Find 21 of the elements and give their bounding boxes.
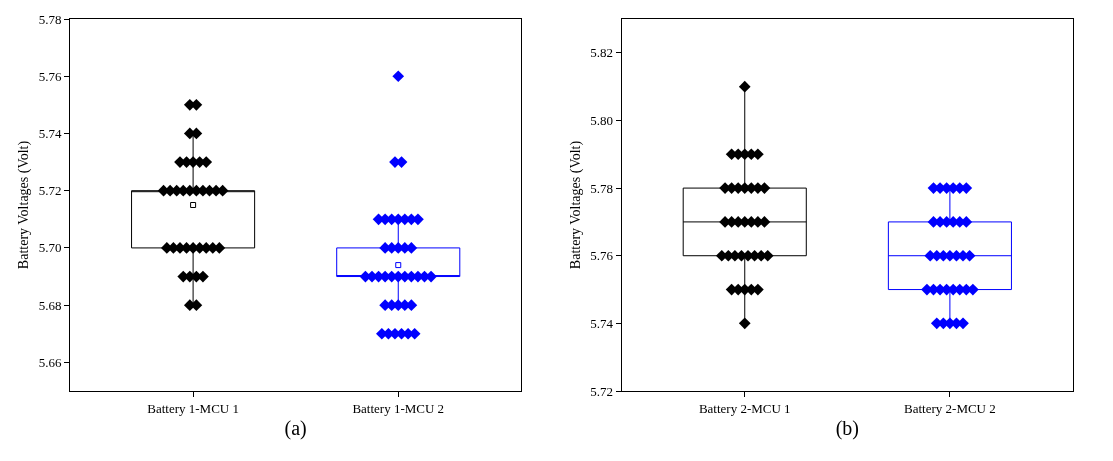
- y-tick-label: 5.74: [590, 315, 614, 331]
- y-tick-label: 5.80: [590, 113, 614, 128]
- y-tick-label: 5.68: [38, 297, 62, 313]
- y-tick-label: 5.78: [590, 180, 614, 196]
- y-tick-label: 5.72: [38, 183, 62, 199]
- y-tick-label: 5.74: [38, 126, 62, 142]
- y-tick-label: 5.72: [590, 383, 614, 399]
- y-axis-title: Battery Voltages (Volt): [16, 140, 33, 270]
- y-tick-label: 5.76: [38, 68, 62, 84]
- x-axis-title: (b): [835, 417, 859, 441]
- x-tick-label: Battery 1-MCU 2: [352, 400, 445, 416]
- x-tick-label: Battery 2-MCU 2: [904, 400, 996, 416]
- x-axis-title: (a): [284, 417, 307, 441]
- y-tick-label: 5.76: [590, 248, 614, 264]
- x-tick-label: Battery 2-MCU 1: [698, 400, 791, 416]
- y-tick-label: 5.78: [38, 11, 62, 27]
- y-tick-label: 5.70: [38, 240, 62, 256]
- y-axis-title: Battery Voltages (Volt): [567, 140, 584, 270]
- y-tick-label: 5.66: [38, 354, 62, 370]
- x-tick-label: Battery 1-MCU 1: [147, 400, 239, 416]
- y-tick-label: 5.82: [590, 45, 614, 61]
